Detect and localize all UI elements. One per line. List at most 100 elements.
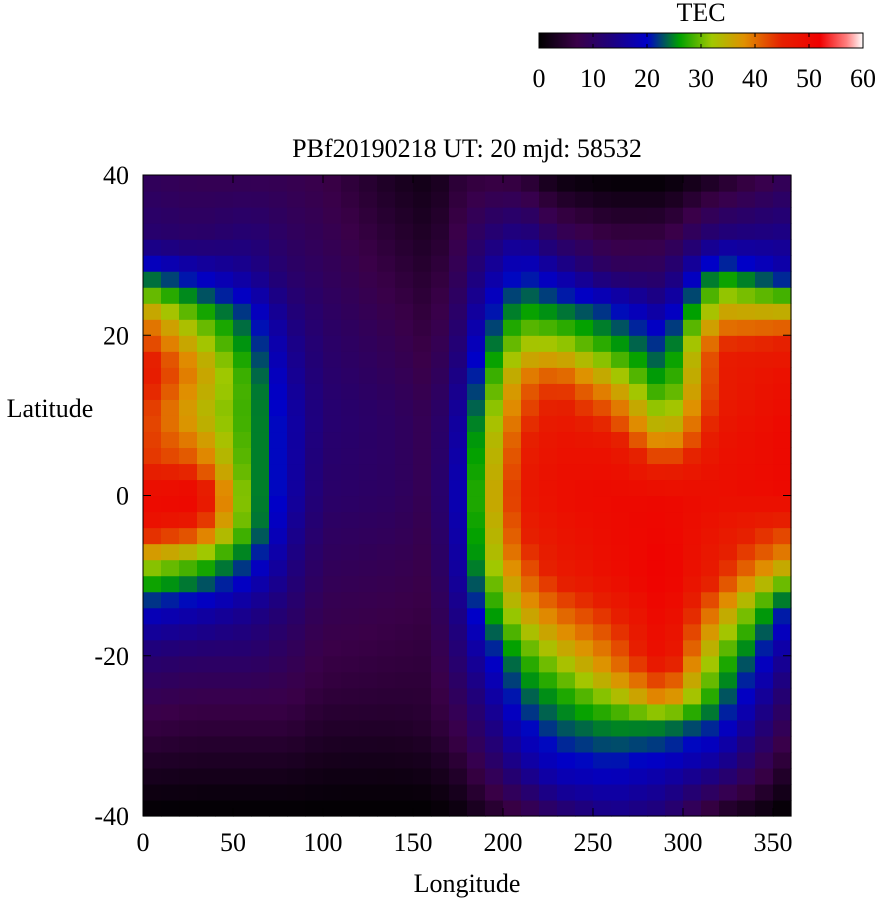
heatmap-cell — [413, 687, 432, 705]
heatmap-cell — [683, 335, 702, 352]
heatmap-cell — [485, 703, 504, 721]
heatmap-cell — [359, 703, 378, 721]
heatmap-cell — [773, 575, 792, 593]
heatmap-cell — [431, 447, 450, 465]
heatmap-cell — [467, 191, 486, 208]
heatmap-cell — [413, 767, 432, 785]
heatmap-cell — [647, 511, 666, 529]
heatmap-cell — [575, 543, 594, 561]
heatmap-cell — [413, 415, 432, 433]
heatmap-cell — [395, 175, 414, 192]
heatmap-cell — [701, 495, 720, 513]
heatmap-cell — [521, 527, 540, 545]
heatmap-cell — [413, 303, 432, 320]
heatmap-cell — [647, 415, 666, 433]
heatmap-cell — [755, 191, 774, 208]
heatmap-cell — [593, 751, 612, 769]
heatmap-cell — [377, 207, 396, 224]
heatmap-cell — [233, 687, 252, 705]
heatmap-cell — [629, 543, 648, 561]
heatmap-cell — [269, 735, 288, 753]
heatmap-cell — [179, 239, 198, 256]
heatmap-cell — [233, 447, 252, 465]
heatmap-cell — [683, 495, 702, 513]
heatmap-cell — [431, 415, 450, 433]
heatmap-cell — [269, 287, 288, 304]
heatmap-cell — [377, 559, 396, 577]
heatmap-cell — [359, 223, 378, 240]
heatmap-cell — [233, 527, 252, 545]
heatmap-cell — [197, 527, 216, 545]
heatmap-cell — [665, 559, 684, 577]
heatmap-cell — [215, 383, 234, 400]
heatmap-cell — [719, 703, 738, 721]
heatmap-cell — [647, 623, 666, 641]
heatmap-cell — [233, 479, 252, 497]
heatmap-cell — [557, 191, 576, 208]
heatmap-cell — [521, 799, 540, 817]
heatmap-cell — [323, 575, 342, 593]
heatmap-cell — [539, 383, 558, 400]
heatmap-cell — [287, 559, 306, 577]
heatmap-cell — [485, 175, 504, 192]
heatmap-cell — [287, 319, 306, 336]
heatmap-cell — [251, 751, 270, 769]
heatmap-cell — [143, 255, 162, 272]
heatmap-cell — [665, 687, 684, 705]
heatmap-cell — [665, 607, 684, 625]
heatmap-cell — [179, 447, 198, 465]
heatmap-cell — [557, 671, 576, 689]
heatmap-cell — [323, 191, 342, 208]
heatmap-cell — [701, 399, 720, 416]
heatmap-cell — [341, 751, 360, 769]
heatmap-cell — [719, 639, 738, 657]
heatmap-cell — [647, 479, 666, 497]
heatmap-cell — [737, 351, 756, 368]
heatmap-cell — [341, 303, 360, 320]
heatmap-cell — [269, 303, 288, 320]
heatmap-cell — [575, 271, 594, 288]
heatmap-cell — [755, 463, 774, 481]
heatmap-cell — [323, 687, 342, 705]
heatmap-cell — [323, 223, 342, 240]
heatmap-cell — [197, 335, 216, 352]
heatmap-cell — [485, 415, 504, 433]
heatmap-cell — [755, 415, 774, 433]
heatmap-cell — [269, 703, 288, 721]
heatmap-cell — [269, 255, 288, 272]
heatmap-cell — [683, 303, 702, 320]
heatmap-cell — [395, 751, 414, 769]
heatmap-cell — [431, 719, 450, 737]
heatmap-cell — [575, 207, 594, 224]
heatmap-cell — [737, 687, 756, 705]
heatmap-cell — [323, 703, 342, 721]
heatmap-cell — [323, 383, 342, 400]
heatmap-cell — [161, 303, 180, 320]
heatmap-cell — [719, 223, 738, 240]
heatmap-cell — [395, 431, 414, 449]
heatmap-cell — [323, 335, 342, 352]
heatmap-cell — [611, 207, 630, 224]
heatmap-cell — [287, 447, 306, 465]
heatmap-cell — [323, 255, 342, 272]
heatmap-cell — [467, 623, 486, 641]
heatmap-cell — [251, 191, 270, 208]
heatmap-cell — [665, 303, 684, 320]
heatmap-cell — [719, 527, 738, 545]
heatmap-cell — [737, 671, 756, 689]
heatmap-cell — [593, 639, 612, 657]
heatmap-cell — [269, 767, 288, 785]
heatmap-cell — [323, 639, 342, 657]
heatmap-cell — [233, 415, 252, 433]
heatmap-cell — [485, 655, 504, 673]
heatmap-cell — [755, 271, 774, 288]
heatmap-cell — [611, 255, 630, 272]
heatmap-cell — [377, 751, 396, 769]
heatmap-cell — [215, 287, 234, 304]
heatmap-cell — [719, 687, 738, 705]
heatmap-cell — [467, 767, 486, 785]
heatmap-cell — [413, 607, 432, 625]
heatmap-cell — [719, 191, 738, 208]
colorbar-tick-label: 30 — [688, 64, 714, 93]
heatmap-cell — [323, 319, 342, 336]
